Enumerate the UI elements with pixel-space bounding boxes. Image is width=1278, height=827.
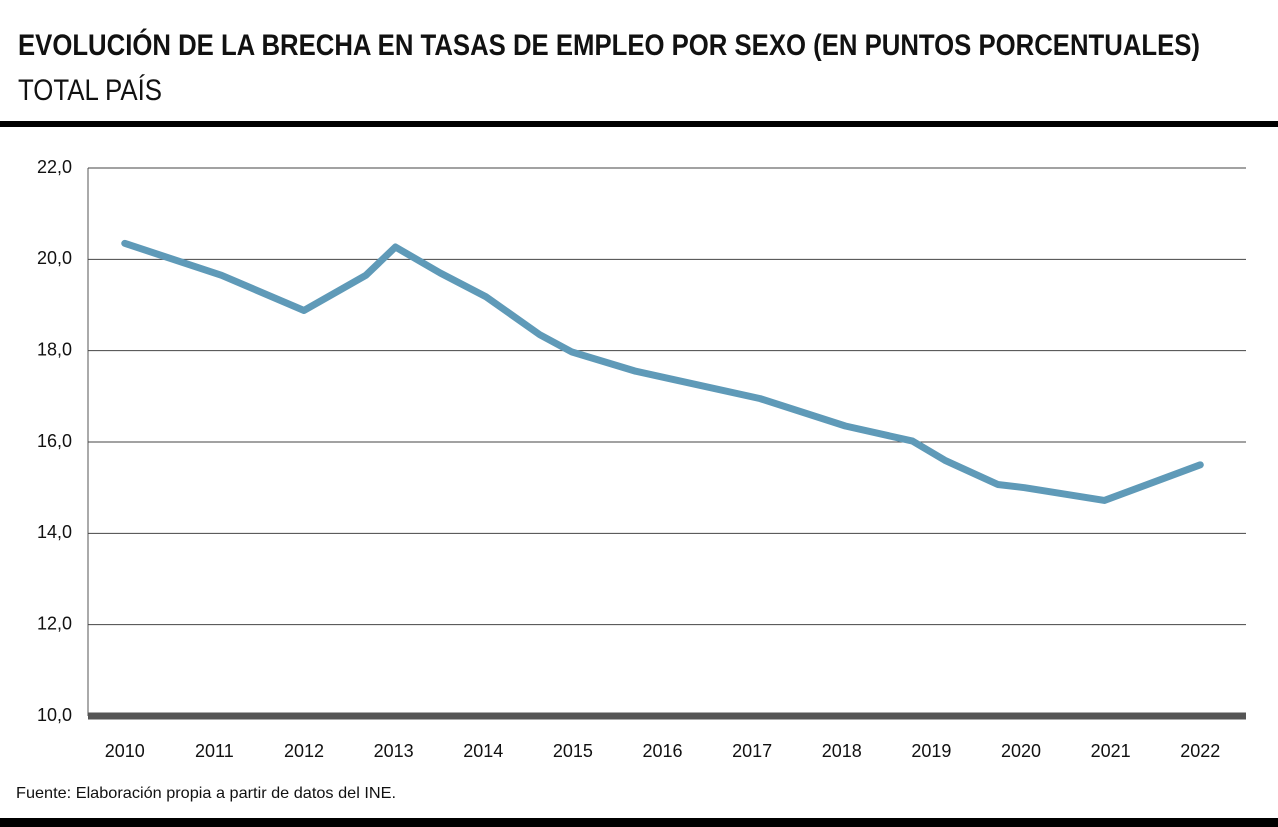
y-tick-label: 22,0 bbox=[37, 157, 72, 177]
y-tick-label: 10,0 bbox=[37, 705, 72, 725]
x-tick-label: 2016 bbox=[642, 741, 682, 761]
data-line bbox=[121, 239, 1204, 504]
chart-title: EVOLUCIÓN DE LA BRECHA EN TASAS DE EMPLE… bbox=[18, 28, 1200, 62]
footer-rule bbox=[0, 818, 1278, 827]
y-tick-label: 20,0 bbox=[37, 248, 72, 268]
x-tick-label: 2010 bbox=[105, 741, 145, 761]
x-tick-label: 2019 bbox=[911, 741, 951, 761]
chart-subtitle: TOTAL PAÍS bbox=[18, 74, 162, 107]
x-tick-label: 2012 bbox=[284, 741, 324, 761]
x-tick-label: 2015 bbox=[553, 741, 593, 761]
x-tick-label: 2020 bbox=[1001, 741, 1041, 761]
x-tick-label: 2011 bbox=[195, 741, 234, 761]
x-tick-label: 2021 bbox=[1091, 741, 1131, 761]
x-tick-label: 2017 bbox=[732, 741, 772, 761]
x-tick-label: 2022 bbox=[1180, 741, 1220, 761]
y-tick-label: 12,0 bbox=[37, 613, 72, 633]
source-note: Fuente: Elaboración propia a partir de d… bbox=[16, 785, 396, 802]
x-tick-label: 2018 bbox=[822, 741, 862, 761]
header-rule bbox=[0, 121, 1278, 127]
x-tick-label: 2014 bbox=[463, 741, 503, 761]
y-tick-label: 16,0 bbox=[37, 431, 72, 451]
y-tick-label: 18,0 bbox=[37, 339, 72, 359]
x-tick-label: 2013 bbox=[374, 741, 414, 761]
y-tick-label: 14,0 bbox=[37, 522, 72, 542]
